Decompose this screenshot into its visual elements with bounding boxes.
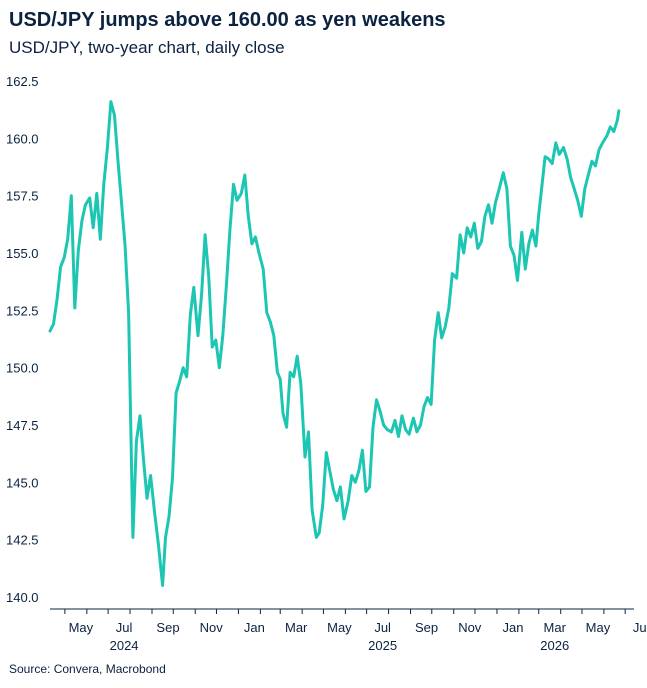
x-axis: May Jul Sep Nov Jan Mar May Jul Sep Nov Jan Mar May J… xyxy=(50,608,647,653)
x-tick-label: Sep xyxy=(415,620,438,635)
x-year-label: 2025 xyxy=(368,638,397,653)
y-tick-label: 152.5 xyxy=(6,303,39,318)
y-tick-label: 147.5 xyxy=(6,418,39,433)
chart-title: USD/JPY jumps above 160.00 as yen weaken… xyxy=(9,9,446,31)
x-tick-label: May xyxy=(327,620,352,635)
y-axis: 140.0 142.5 145.0 147.5 150.0 152.5 155.0 157.5… xyxy=(6,74,39,605)
x-tick-label: Jan xyxy=(244,620,265,635)
y-tick-label: 145.0 xyxy=(6,475,39,490)
x-tick-label: May xyxy=(69,620,94,635)
x-tick-label: Jan xyxy=(502,620,523,635)
y-tick-label: 162.5 xyxy=(6,74,39,89)
x-tick-label: Mar xyxy=(544,620,567,635)
chart-subtitle: USD/JPY, two-year chart, daily close xyxy=(9,38,285,57)
y-tick-label: 155.0 xyxy=(6,246,39,261)
y-tick-label: 140.0 xyxy=(6,590,39,605)
x-tick-label: Nov xyxy=(200,620,224,635)
x-tick-label: Jul xyxy=(116,620,133,635)
plot-area xyxy=(48,100,621,587)
usdjpy-series-line xyxy=(48,100,621,587)
x-year-label: 2026 xyxy=(540,638,569,653)
y-tick-label: 142.5 xyxy=(6,533,39,548)
y-tick-label: 150.0 xyxy=(6,361,39,376)
x-year-label: 2024 xyxy=(110,638,139,653)
x-tick-label: Nov xyxy=(458,620,482,635)
x-tick-label: Mar xyxy=(285,620,308,635)
x-tick-label: Jul xyxy=(633,620,647,635)
x-tick-label: Sep xyxy=(156,620,179,635)
y-tick-label: 160.0 xyxy=(6,131,39,146)
source-note: Source: Convera, Macrobond xyxy=(9,662,166,676)
y-tick-label: 157.5 xyxy=(6,189,39,204)
x-tick-label: May xyxy=(586,620,611,635)
x-tick-label: Jul xyxy=(374,620,391,635)
